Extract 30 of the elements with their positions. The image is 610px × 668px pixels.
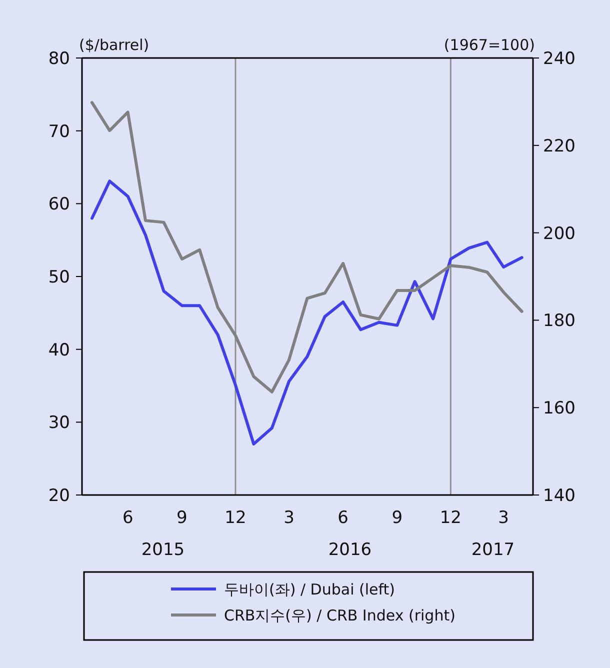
y-tick-label: 60	[48, 194, 70, 215]
y-axis-title: ($/barrel)	[79, 36, 150, 54]
x-tick-label: 3	[284, 508, 294, 528]
x-tick-label: 9	[392, 508, 403, 528]
legend-label: 두바이(좌) / Dubai (left)	[224, 580, 395, 598]
x-tick-label: 9	[176, 508, 188, 528]
line-series	[90, 180, 524, 446]
legend-label: CRB지수(우) / CRB Index (right)	[224, 606, 456, 624]
x-tick-label: 3	[498, 508, 510, 528]
x-tick-label: 6	[122, 508, 134, 528]
text: 2016	[328, 540, 372, 560]
y-tick-label: 50	[48, 267, 70, 288]
x-tick-label: 12	[440, 508, 462, 528]
y2-tick-label: 160	[543, 398, 576, 419]
y2-tick-label: 200	[543, 224, 576, 244]
y2-tick-label: 140	[543, 486, 576, 506]
y-tick-label: 70	[48, 122, 70, 142]
text: 2017	[471, 540, 515, 560]
text: 2015	[141, 540, 185, 560]
y2-tick-label: 240	[543, 48, 576, 69]
y-tick-label: 40	[48, 340, 70, 360]
y-tick-label: 20	[48, 486, 70, 506]
y-tick-label: 30	[48, 413, 70, 434]
y2-tick-label: 180	[543, 311, 576, 332]
y2-axis-title: (1967=100)	[444, 36, 535, 54]
line-series	[90, 101, 524, 394]
y-tick-label: 80	[48, 48, 70, 69]
x-tick-label: 6	[338, 508, 348, 528]
y2-tick-label: 220	[543, 136, 576, 156]
x-tick-label: 12	[224, 508, 246, 528]
